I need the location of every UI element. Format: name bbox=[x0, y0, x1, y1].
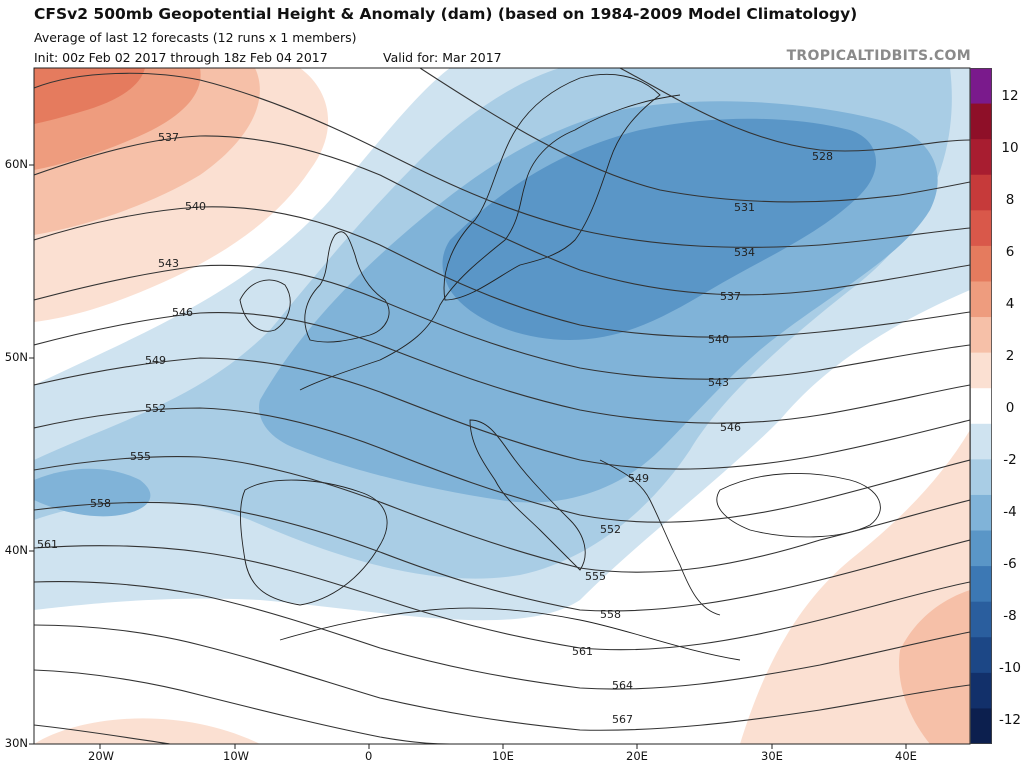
contour-label-540-a: 540 bbox=[185, 200, 206, 213]
black-sea-outline bbox=[716, 472, 881, 538]
colorbar-swatch bbox=[970, 601, 992, 638]
colorbar-label-minus-8: -8 bbox=[1003, 608, 1017, 624]
italy-outline bbox=[469, 419, 586, 571]
lon-label-10w: 10W bbox=[223, 749, 250, 763]
colorbar-swatch bbox=[970, 637, 992, 674]
colorbar-swatch bbox=[970, 103, 992, 140]
colorbar-label-4: 4 bbox=[1005, 296, 1015, 312]
contour-label-555-a: 555 bbox=[130, 450, 151, 463]
lat-label-50n: 50N bbox=[4, 350, 28, 364]
colorbar-swatch bbox=[970, 530, 992, 567]
map-title: CFSv2 500mb Geopotential Height & Anomal… bbox=[34, 5, 858, 23]
contour-label-540-b: 540 bbox=[708, 333, 729, 346]
contour-label-549-b: 549 bbox=[628, 472, 649, 485]
colorbar-label-minus-6: -6 bbox=[1003, 556, 1017, 572]
colorbar-border bbox=[970, 68, 992, 744]
colorbar-swatch bbox=[970, 210, 992, 247]
colorbar-label-8: 8 bbox=[1005, 192, 1015, 208]
contour-label-534: 534 bbox=[734, 246, 755, 259]
colorbar-label-10: 10 bbox=[1001, 140, 1019, 156]
contour-label-543-a: 543 bbox=[158, 257, 179, 270]
contour-label-549-a: 549 bbox=[145, 354, 166, 367]
contour-label-543-b: 543 bbox=[708, 376, 729, 389]
colorbar-label-minus-4: -4 bbox=[1003, 504, 1017, 520]
colorbar bbox=[970, 68, 992, 744]
contour-label-537-a: 537 bbox=[158, 131, 179, 144]
contour-label-555-b: 555 bbox=[585, 570, 606, 583]
colorbar-swatch bbox=[970, 174, 992, 211]
colorbar-swatch bbox=[970, 388, 992, 425]
colorbar-label-2: 2 bbox=[1005, 348, 1015, 364]
colorbar-swatch bbox=[970, 423, 992, 460]
map-subtitle: Average of last 12 forecasts (12 runs x … bbox=[34, 30, 357, 45]
contour-label-537-b: 537 bbox=[720, 290, 741, 303]
contour-label-546-a: 546 bbox=[172, 306, 193, 319]
lon-label-30e: 30E bbox=[761, 749, 783, 763]
contour-label-531: 531 bbox=[734, 201, 755, 214]
colorbar-label-0: 0 bbox=[1005, 400, 1015, 416]
colorbar-swatch bbox=[970, 459, 992, 496]
colorbar-label-12: 12 bbox=[1001, 88, 1019, 104]
colorbar-swatch bbox=[970, 139, 992, 176]
north-africa-outline bbox=[279, 607, 741, 661]
lon-label-10e: 10E bbox=[492, 749, 514, 763]
contour-label-564: 564 bbox=[612, 679, 633, 692]
lat-label-40n: 40N bbox=[4, 543, 28, 557]
ireland-outline bbox=[239, 279, 291, 332]
lat-label-30n: 30N bbox=[4, 736, 28, 750]
balkans-outline bbox=[599, 459, 721, 616]
colorbar-swatch bbox=[970, 317, 992, 354]
colorbar-swatch bbox=[970, 566, 992, 603]
scandinavia-outline bbox=[443, 73, 661, 301]
colorbar-swatch bbox=[970, 672, 992, 709]
contour-label-528: 528 bbox=[812, 150, 833, 163]
contour-label-552-a: 552 bbox=[145, 402, 166, 415]
contour-label-567: 567 bbox=[612, 713, 633, 726]
contour-label-558-a: 558 bbox=[90, 497, 111, 510]
lon-label-20e: 20E bbox=[626, 749, 648, 763]
colorbar-swatch bbox=[970, 68, 992, 105]
lon-label-20w: 20W bbox=[88, 749, 115, 763]
init-time: Init: 00z Feb 02 2017 through 18z Feb 04… bbox=[34, 50, 328, 65]
colorbar-swatch bbox=[970, 245, 992, 282]
colorbar-swatch bbox=[970, 708, 992, 744]
colorbar-label-minus-10: -10 bbox=[998, 660, 1022, 676]
lon-label-40e: 40E bbox=[895, 749, 917, 763]
colorbar-label-minus-2: -2 bbox=[1003, 452, 1017, 468]
colorbar-label-minus-12: -12 bbox=[998, 712, 1022, 728]
contour-label-552-b: 552 bbox=[600, 523, 621, 536]
colorbar-label-6: 6 bbox=[1005, 244, 1015, 260]
contour-label-561-a: 561 bbox=[37, 538, 58, 551]
british-isles-outline bbox=[304, 231, 390, 343]
lat-label-60n: 60N bbox=[4, 157, 28, 171]
contour-label-546-b: 546 bbox=[720, 421, 741, 434]
europe-coast-outline bbox=[299, 94, 681, 391]
colorbar-swatch bbox=[970, 352, 992, 389]
contour-label-558-b: 558 bbox=[600, 608, 621, 621]
contour-label-561-b: 561 bbox=[572, 645, 593, 658]
colorbar-swatch bbox=[970, 281, 992, 318]
lon-label-0: 0 bbox=[365, 749, 373, 763]
colorbar-swatch bbox=[970, 494, 992, 532]
brand-watermark: TROPICALTIDBITS.COM bbox=[786, 48, 971, 64]
valid-time: Valid for: Mar 2017 bbox=[383, 50, 502, 65]
